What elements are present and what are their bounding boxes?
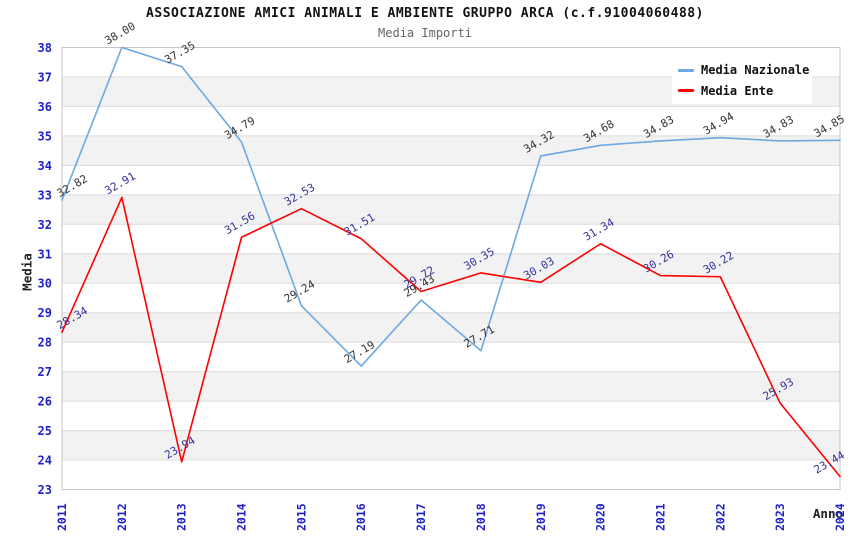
series-line-media-nazionale — [61, 46, 841, 367]
media-nazionale-swatch — [678, 68, 694, 72]
legend-label-media-nazionale: Media Nazionale — [701, 63, 810, 78]
y-tick-label: 35 — [38, 129, 52, 143]
x-tick-label: 2013 — [175, 503, 189, 531]
y-tick-label: 31 — [38, 247, 52, 261]
legend-item-media-ente: Media Ente — [678, 84, 812, 98]
x-tick-label: 2012 — [115, 503, 129, 531]
series-line-media-ente — [61, 196, 841, 478]
y-tick-label: 33 — [38, 188, 52, 202]
x-tick-label: 2024 — [833, 503, 847, 531]
data-label-media-nazionale: 34.94 — [701, 110, 737, 138]
y-tick-label: 23 — [38, 483, 52, 497]
x-tick-label: 2018 — [474, 503, 488, 531]
grid-band — [62, 312, 840, 343]
data-label-media-nazionale: 38.00 — [103, 20, 138, 48]
y-tick-label: 30 — [38, 277, 52, 291]
x-tick-label: 2019 — [534, 503, 548, 531]
y-tick-label: 26 — [38, 395, 52, 409]
grid-band — [62, 194, 840, 225]
grid-band — [62, 371, 840, 402]
data-label-media-ente: 32.91 — [103, 170, 138, 198]
y-tick-label: 24 — [38, 454, 52, 468]
y-tick-label: 28 — [38, 336, 52, 350]
plot-border — [61, 47, 841, 490]
legend-label-media-ente: Media Ente — [701, 83, 774, 98]
grid-band — [62, 135, 840, 166]
x-tick-label: 2014 — [235, 503, 249, 531]
data-label-media-nazionale: 37.35 — [162, 39, 197, 67]
x-tick-label: 2023 — [773, 503, 787, 531]
legend-item-media-nazionale: Media Nazionale — [678, 63, 812, 77]
y-tick-label: 37 — [38, 70, 52, 84]
y-tick-label: 27 — [38, 365, 52, 379]
grid-band — [62, 253, 840, 284]
grid-band — [62, 430, 840, 461]
y-tick-label: 34 — [38, 159, 52, 173]
chart-title: ASSOCIAZIONE AMICI ANIMALI E AMBIENTE GR… — [146, 6, 704, 21]
y-tick-label: 29 — [38, 306, 52, 320]
media-ente-swatch — [678, 89, 694, 93]
y-tick-label: 36 — [38, 100, 52, 114]
x-tick-label: 2020 — [594, 503, 608, 531]
y-tick-label: 32 — [38, 218, 52, 232]
y-tick-label: 38 — [38, 41, 52, 55]
x-tick-label: 2021 — [653, 503, 667, 531]
y-tick-label: 25 — [38, 424, 52, 438]
x-tick-label: 2011 — [55, 503, 69, 531]
x-axis-title: Anno — [812, 506, 843, 521]
legend: Media Nazionale Media Ente — [672, 57, 812, 104]
x-tick-label: 2015 — [294, 503, 308, 531]
x-tick-label: 2022 — [713, 503, 727, 531]
x-tick-label: 2016 — [354, 503, 368, 531]
chart-subtitle: Media Importi — [378, 26, 472, 40]
x-tick-label: 2017 — [414, 503, 428, 531]
